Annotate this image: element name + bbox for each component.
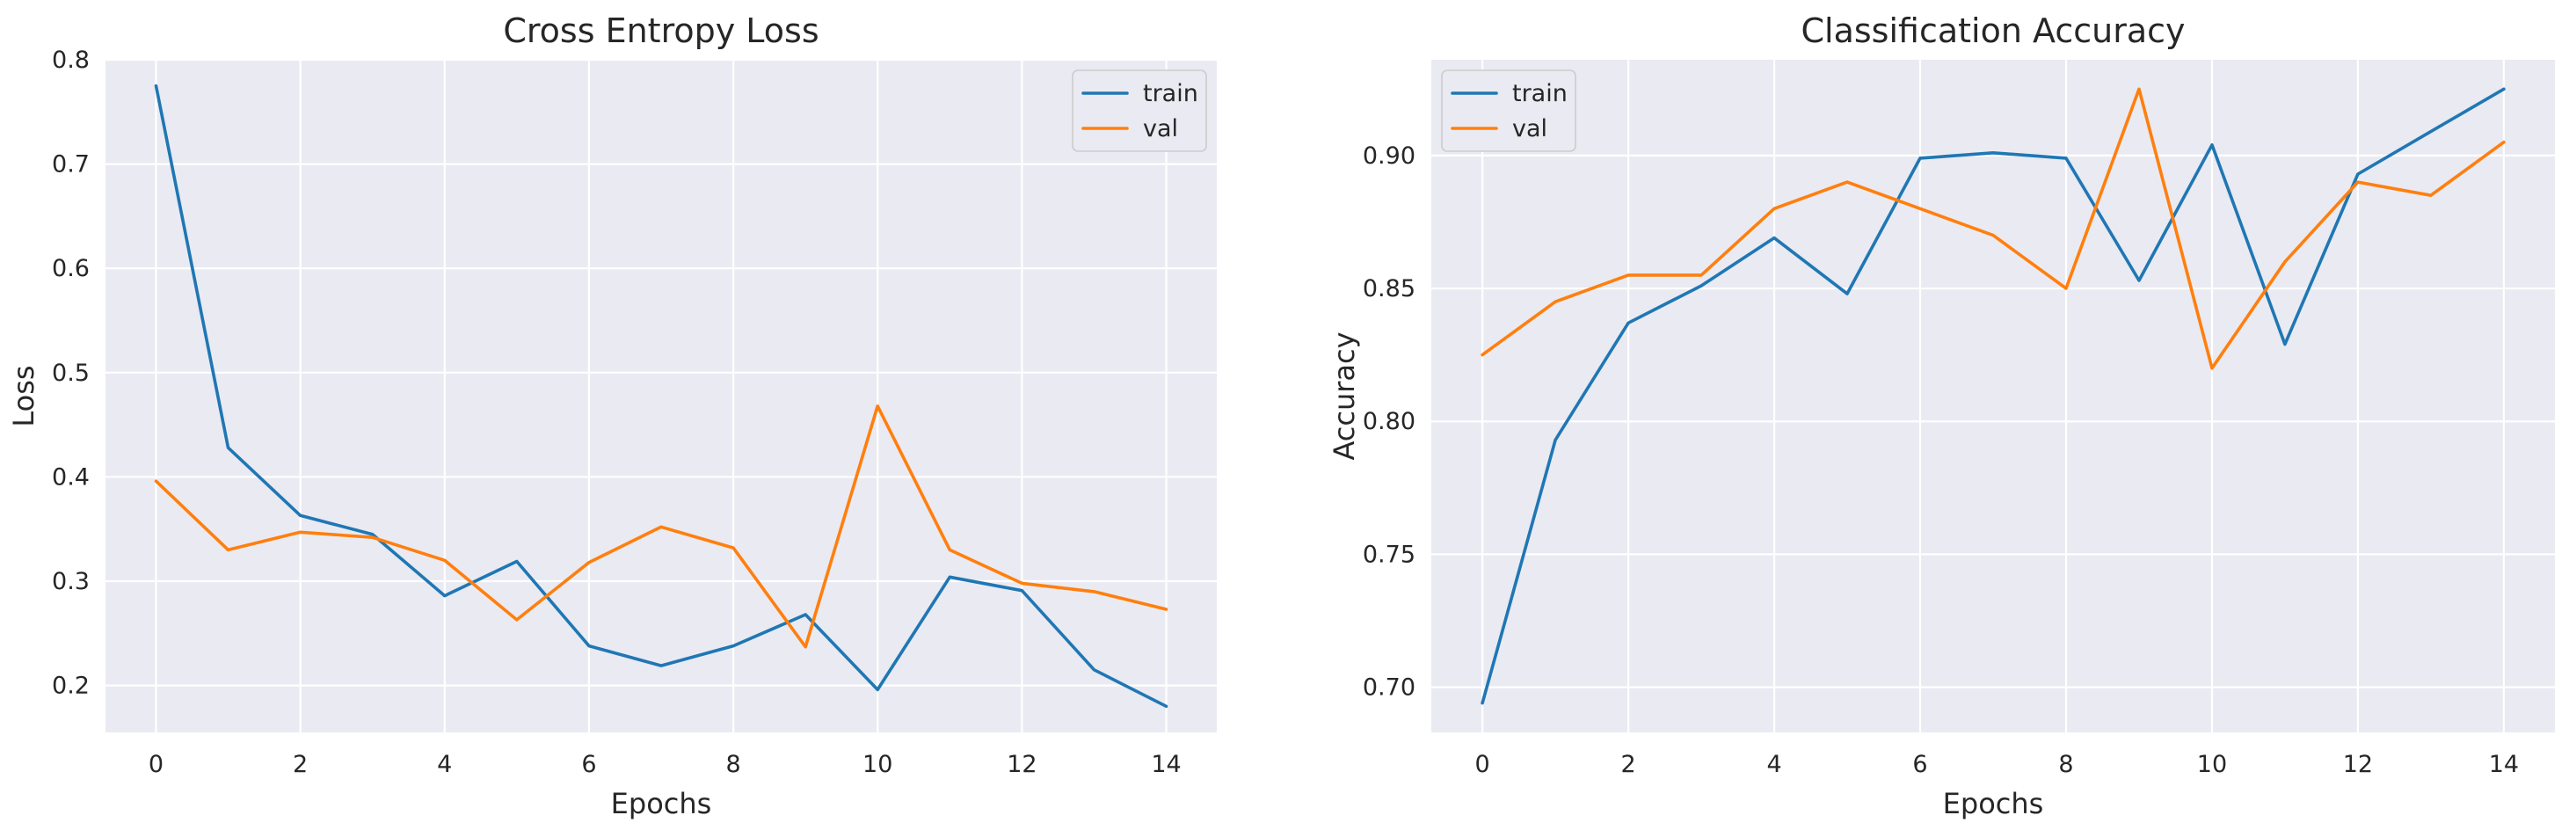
loss-chart: 0 2 4 6 8 10 12 14 0.2 0.3 0.4 0.5 0.6 0.7 0.8 Cross En… <box>7 11 1217 820</box>
loss-y-tick-label: 0.2 <box>52 673 90 700</box>
accuracy-series-val-line <box>1481 87 2506 370</box>
loss-x-tick-label: 6 <box>581 751 596 778</box>
loss-x-tick-label: 8 <box>725 751 740 778</box>
loss-y-tick-label: 0.6 <box>52 255 90 282</box>
accuracy-y-tick-label: 0.80 <box>1363 408 1415 435</box>
loss-legend-label-val: val <box>1143 115 1178 142</box>
loss-y-tick-label: 0.3 <box>52 568 90 595</box>
loss-legend: train val <box>1072 69 1207 152</box>
loss-x-tick-label: 2 <box>293 751 308 778</box>
accuracy-x-tick-label: 12 <box>2343 751 2373 778</box>
accuracy-y-axis-label: Accuracy <box>1328 331 1361 460</box>
accuracy-legend-label-val: val <box>1512 115 1547 142</box>
loss-x-tick-label: 12 <box>1007 751 1037 778</box>
loss-x-tick-label: 10 <box>862 751 892 778</box>
accuracy-plot-area <box>1431 60 2555 732</box>
loss-legend-label-train: train <box>1143 80 1198 107</box>
accuracy-x-tick-label: 4 <box>1766 751 1781 778</box>
accuracy-x-axis-label: Epochs <box>1943 787 2044 820</box>
accuracy-x-tick-label: 6 <box>1912 751 1927 778</box>
loss-y-tick-label: 0.7 <box>52 151 90 178</box>
loss-x-tick-label: 4 <box>437 751 452 778</box>
accuracy-x-tick-label: 14 <box>2489 751 2519 778</box>
loss-y-tick-label: 0.5 <box>52 360 90 387</box>
loss-x-axis-label: Epochs <box>611 787 712 820</box>
loss-series-val-line <box>154 404 1168 649</box>
accuracy-x-tick-label: 10 <box>2197 751 2227 778</box>
loss-legend-frame <box>1072 69 1207 152</box>
accuracy-x-tick-label: 0 <box>1474 751 1489 778</box>
accuracy-y-tick-label: 0.85 <box>1363 275 1415 302</box>
accuracy-legend-label-train: train <box>1512 80 1568 107</box>
loss-x-tick-label: 14 <box>1151 751 1181 778</box>
accuracy-y-tick-label: 0.90 <box>1363 142 1415 170</box>
loss-y-tick-label: 0.8 <box>52 47 90 74</box>
accuracy-chart-title: Classification Accuracy <box>1801 11 2186 50</box>
accuracy-legend-frame <box>1441 69 1576 152</box>
loss-y-tick-label: 0.4 <box>52 463 90 491</box>
accuracy-y-tick-label: 0.75 <box>1363 541 1415 568</box>
loss-y-axis-label: Loss <box>7 365 40 426</box>
accuracy-y-tick-label: 0.70 <box>1363 674 1415 702</box>
accuracy-x-tick-label: 2 <box>1620 751 1635 778</box>
accuracy-chart: 0 2 4 6 8 10 12 14 0.70 0.75 0.80 0.85 0.90 Classific… <box>1328 11 2555 820</box>
accuracy-legend: train val <box>1441 69 1576 152</box>
accuracy-series-train-line <box>1481 87 2506 705</box>
loss-x-tick-label: 0 <box>149 751 164 778</box>
loss-series-train-line <box>154 84 1168 709</box>
loss-chart-title: Cross Entropy Loss <box>503 11 819 50</box>
loss-plot-area <box>106 60 1217 732</box>
accuracy-x-tick-label: 8 <box>2058 751 2073 778</box>
